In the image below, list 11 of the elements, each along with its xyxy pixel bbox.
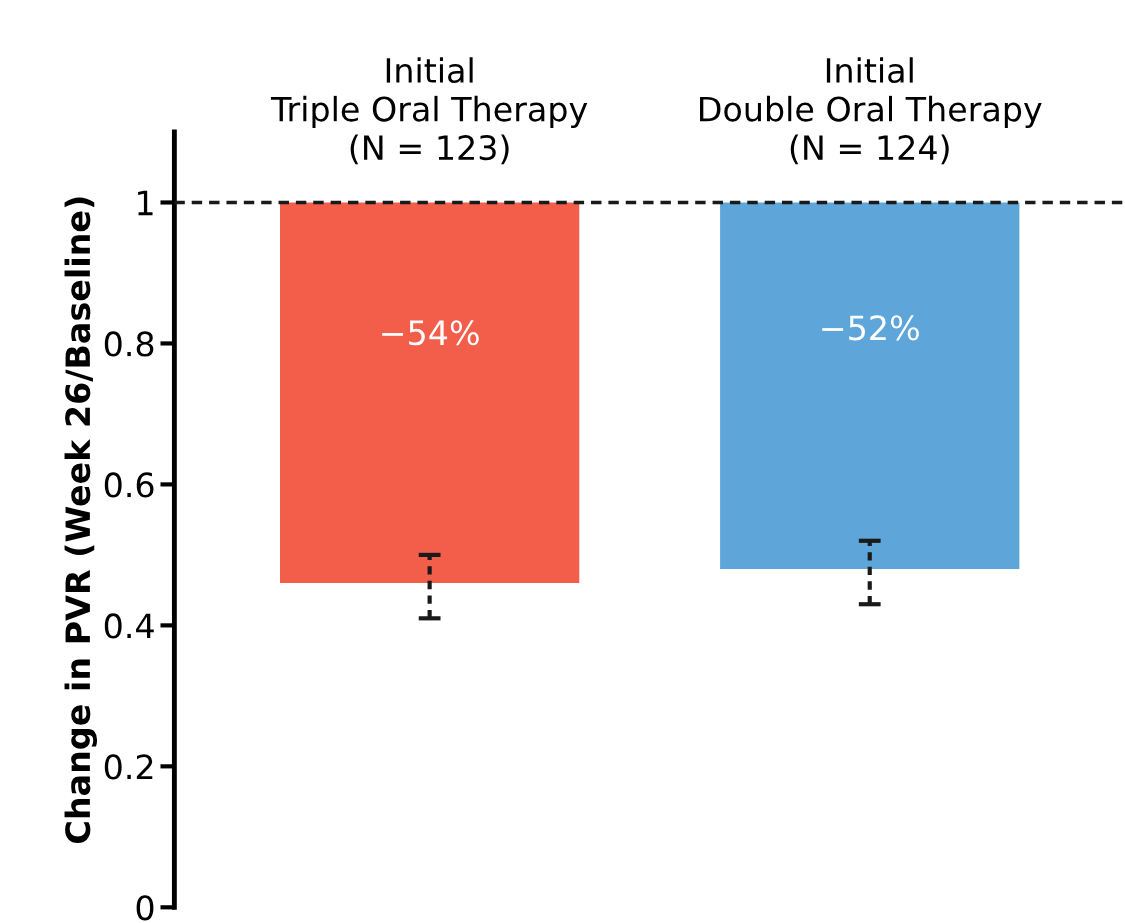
- y-tick-label: 0.2: [104, 754, 153, 780]
- y-tick-label: 0: [136, 895, 154, 921]
- x-tick-label: Initial Triple Oral Therapy (N = 123): [270, 57, 588, 165]
- data-label: −52%: [822, 315, 919, 341]
- y-tick-label: 0.8: [104, 331, 154, 357]
- y-tick-label: 0.4: [104, 613, 154, 639]
- y-axis-title: Change in PVR (Week 26/Baseline): [64, 197, 98, 843]
- x-tick-label: Initial Double Oral Therapy (N = 124): [700, 57, 1042, 165]
- y-tick-label: 1: [138, 190, 153, 216]
- data-label: −54%: [382, 320, 479, 346]
- y-tick-label: 0.6: [104, 472, 154, 498]
